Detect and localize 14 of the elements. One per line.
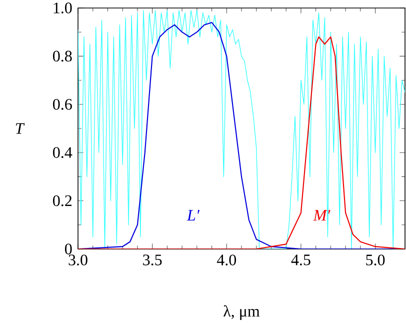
x-axis-title: λ, μm xyxy=(224,305,260,320)
text: L′ xyxy=(186,210,200,220)
y-tick-label: 1.0 xyxy=(54,2,72,14)
y-tick-label: 0 xyxy=(65,244,72,254)
y-tick-label: 0.4 xyxy=(53,147,72,158)
x-tick-label: 4.5 xyxy=(291,254,310,266)
y-tick-label: 0.6 xyxy=(53,98,72,110)
x-tick-label: 3.0 xyxy=(68,254,88,266)
y-axis-title: T xyxy=(16,123,25,134)
y-tick-label: 0.8 xyxy=(53,50,72,62)
x-tick-label: 5.0 xyxy=(366,254,385,266)
y-tick-label: 0.2 xyxy=(53,195,72,206)
x-tick-label: 4.0 xyxy=(216,254,236,266)
x-tick-label: 3.5 xyxy=(143,254,162,266)
